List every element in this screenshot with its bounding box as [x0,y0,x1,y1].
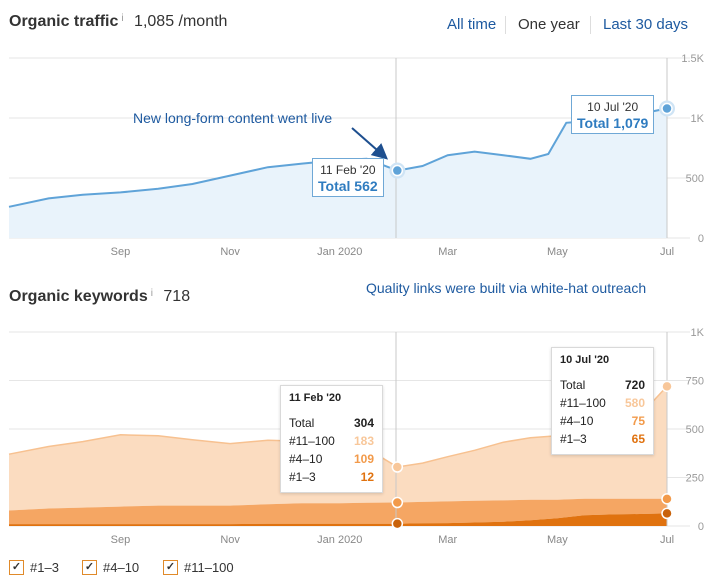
x-tick-label: Jan 2020 [317,534,362,546]
legend-item-11-100[interactable]: ✓ #11–100 [163,560,234,575]
y-tick-label: 500 [686,173,704,185]
tooltip-row: Total 304 [289,414,374,432]
row-value: 12 [360,470,374,484]
keywords-value: 718 [163,288,191,305]
row-value: 304 [353,416,374,430]
x-tick-label: Jul [660,534,674,546]
legend-label: #1–3 [30,560,59,575]
keywords-x-axis: Sep Nov Jan 2020 Mar May Jul [111,534,674,546]
keywords-tooltip-feb: 11 Feb '20 Total 304 #11–100 183 #4–10 109 … [280,385,383,493]
keywords-annotation: Quality links were built via white-hat o… [366,280,647,296]
x-tick-label: Jan 2020 [317,246,362,258]
y-tick-label: 750 [686,376,704,388]
y-tick-label: 250 [686,473,704,485]
x-tick-label: May [547,246,568,258]
tooltip-row: #1–3 12 [289,468,374,486]
y-tick-label: 1.5K [681,53,704,65]
checkbox-icon[interactable]: ✓ [9,560,24,575]
checkbox-icon[interactable]: ✓ [163,560,178,575]
row-label: #11–100 [289,434,335,448]
traffic-title: Organic traffic [9,13,119,30]
tooltip-row: #1–3 65 [560,430,645,448]
tooltip-total: Total 1,079 [577,115,649,131]
traffic-header: Organic traffic i 1,085 /month [9,13,227,31]
tooltip-total: Total 562 [318,178,378,194]
row-label: #4–10 [560,414,594,428]
row-value: 109 [353,452,374,466]
series-area-4-10 [9,498,667,525]
y-tick-label: 1K [691,327,705,339]
x-tick-label: Jul [660,246,674,258]
y-tick-label: 0 [698,521,704,533]
annotation-arrow [351,127,389,160]
row-value: 183 [353,434,374,448]
x-tick-label: May [547,534,568,546]
tooltip-row: Total 720 [560,376,645,394]
x-tick-label: Nov [220,246,240,258]
legend-label: #4–10 [103,560,140,575]
row-label: #11–100 [560,396,606,410]
y-tick-label: 0 [698,233,704,245]
range-all-time[interactable]: All time [447,16,497,33]
legend-label: #11–100 [184,560,234,575]
range-one-year[interactable]: One year [518,16,580,33]
traffic-annotation: New long-form content went live [133,110,333,126]
row-value: 75 [631,414,645,428]
tooltip-row: #11–100 580 [560,394,645,412]
traffic-x-axis: Sep Nov Jan 2020 Mar May Jul [111,246,674,258]
row-value: 65 [631,432,645,446]
info-icon[interactable]: i [150,288,153,299]
tooltip-date: 11 Feb '20 [289,392,342,404]
x-tick-label: Nov [220,534,240,546]
tooltip-date: 10 Jul '20 [587,100,639,114]
keywords-y-axis: 1K 750 500 250 0 [686,327,705,533]
keywords-title: Organic keywords [9,288,148,305]
traffic-point-feb [391,164,404,177]
x-tick-label: Sep [111,246,131,258]
keywords-point-jul-1-3 [661,507,673,520]
range-last-30-days[interactable]: Last 30 days [603,16,689,33]
x-tick-label: Mar [438,246,457,258]
legend-item-1-3[interactable]: ✓ #1–3 [9,560,59,575]
series-area-1-3 [9,513,667,526]
traffic-y-axis: 1.5K 1K 500 0 [681,53,704,245]
tooltip-row: #4–10 109 [289,450,374,468]
legend-item-4-10[interactable]: ✓ #4–10 [82,560,139,575]
row-label: #1–3 [560,432,587,446]
keywords-point-feb-4-10 [391,496,404,509]
y-tick-label: 1K [691,113,705,125]
keywords-tooltip-jul: 10 Jul '20 Total 720 #11–100 580 #4–10 75 #… [551,347,654,455]
traffic-tooltip-jul: 10 Jul '20 Total 1,079 [571,95,655,134]
keywords-point-feb-1-3 [391,517,404,530]
traffic-point-jul [661,102,673,115]
row-label: #1–3 [289,470,316,484]
checkbox-icon[interactable]: ✓ [82,560,97,575]
tooltip-row: #4–10 75 [560,412,645,430]
info-icon[interactable]: i [121,13,124,24]
keywords-point-feb-11-100 [391,461,404,473]
tooltip-date: 10 Jul '20 [560,354,610,366]
x-tick-label: Sep [111,534,131,546]
row-label: Total [289,416,315,430]
traffic-tooltip-feb: 11 Feb '20 Total 562 [312,158,384,197]
keywords-header: Organic keywords i 718 [9,288,190,306]
traffic-value: 1,085 /month [134,13,228,30]
row-value: 720 [624,378,645,392]
row-label: #4–10 [289,452,323,466]
tooltip-row: #11–100 183 [289,432,374,450]
range-divider [505,16,506,34]
row-value: 580 [624,396,645,410]
x-tick-label: Mar [438,534,457,546]
y-tick-label: 500 [686,424,704,436]
keywords-point-jul-11-100 [661,380,673,393]
tooltip-date: 11 Feb '20 [320,163,376,177]
keywords-point-jul-4-10 [661,493,673,505]
row-label: Total [560,378,586,392]
range-divider [590,16,591,34]
